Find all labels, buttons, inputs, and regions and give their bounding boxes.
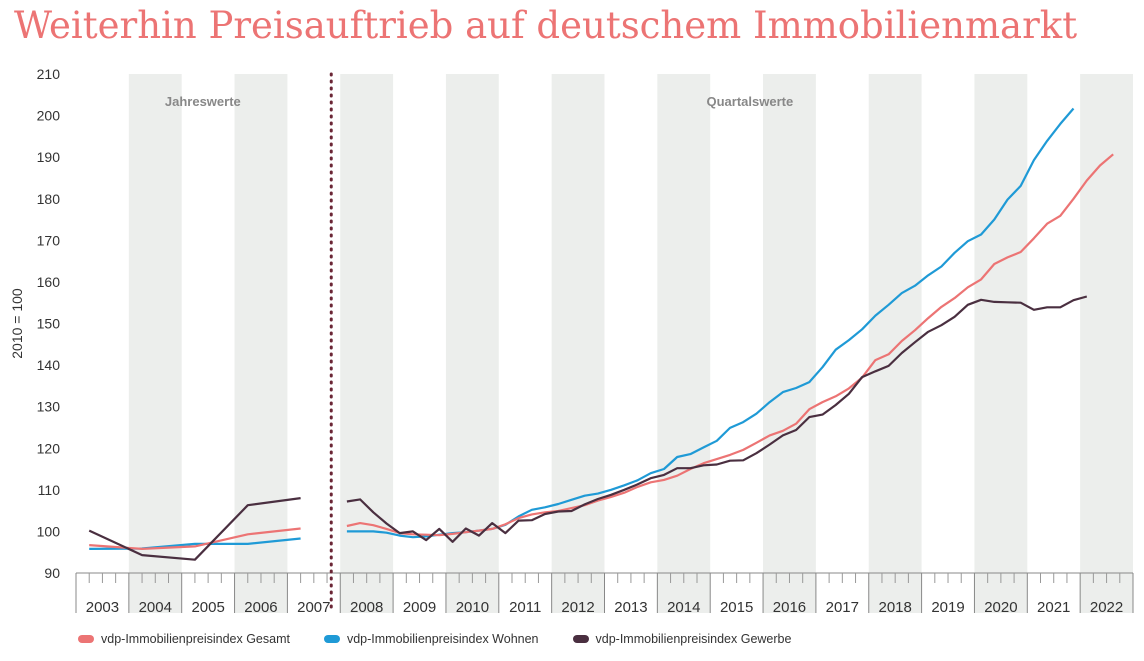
series-line-2-annual — [88, 497, 301, 561]
legend-swatch-gewerbe — [572, 635, 589, 643]
x-tick-label: 2003 — [86, 599, 119, 616]
legend-item-gewerbe: vdp-Immobilienpreisindex Gewerbe — [572, 632, 792, 646]
y-tick-label: 150 — [37, 316, 61, 332]
year-band — [1080, 74, 1133, 613]
legend-label-gewerbe: vdp-Immobilienpreisindex Gewerbe — [595, 632, 792, 646]
legend-item-gesamt: vdp-Immobilienpreisindex Gesamt — [78, 632, 290, 646]
year-band — [445, 74, 499, 613]
x-tick-label: 2009 — [403, 599, 436, 616]
x-tick-label: 2016 — [773, 599, 806, 616]
legend-swatch-wohnen — [323, 635, 340, 643]
legend-item-wohnen: vdp-Immobilienpreisindex Wohnen — [323, 632, 539, 646]
series-line-0-quarterly — [346, 153, 1114, 537]
x-tick-label: 2021 — [1037, 599, 1070, 616]
x-tick-label: 2017 — [826, 599, 859, 616]
chart-title: Weiterhin Preisauftrieb auf deutschem Im… — [14, 4, 1078, 47]
y-tick-label: 140 — [37, 357, 61, 373]
legend: vdp-Immobilienpreisindex Gesamt vdp-Immo… — [78, 632, 791, 646]
year-band — [974, 74, 1028, 613]
x-tick-label: 2015 — [720, 599, 753, 616]
year-band — [234, 74, 288, 613]
y-tick-label: 100 — [37, 523, 61, 539]
y-tick-label: 90 — [44, 565, 60, 581]
year-band — [128, 74, 182, 613]
y-tick-label: 110 — [38, 482, 61, 498]
x-tick-label: 2006 — [244, 599, 277, 616]
x-tick-label: 2005 — [191, 599, 224, 616]
x-tick-label: 2022 — [1090, 599, 1123, 616]
section-label-annual: Jahreswerte — [165, 94, 241, 109]
y-tick-label: 120 — [37, 440, 61, 456]
y-tick-label: 160 — [37, 274, 61, 290]
x-tick-label: 2010 — [456, 599, 489, 616]
x-tick-label: 2013 — [614, 599, 647, 616]
y-tick-label: 180 — [37, 191, 61, 207]
x-tick-label: 2018 — [878, 599, 911, 616]
y-tick-label: 200 — [37, 108, 61, 124]
year-band — [763, 74, 816, 613]
x-tick-label: 2007 — [297, 599, 330, 616]
x-tick-label: 2004 — [139, 599, 172, 616]
x-tick-label: 2012 — [561, 599, 594, 616]
y-tick-label: 190 — [37, 149, 61, 165]
x-tick-label: 2008 — [350, 599, 383, 616]
y-tick-label: 210 — [37, 66, 61, 82]
x-tick-label: 2019 — [931, 599, 964, 616]
series-line-2-quarterly — [346, 295, 1088, 543]
y-tick-label: 130 — [37, 399, 61, 415]
y-axis-label: 2010 = 100 — [9, 288, 25, 359]
section-label-quarterly: Quartalswerte — [706, 94, 793, 109]
x-tick-label: 2014 — [667, 599, 700, 616]
x-tick-label: 2020 — [984, 599, 1017, 616]
legend-swatch-gesamt — [78, 635, 94, 643]
legend-label-wohnen: vdp-Immobilienpreisindex Wohnen — [346, 632, 539, 646]
year-band — [657, 74, 711, 613]
x-tick-label: 2011 — [509, 599, 541, 616]
y-tick-label: 170 — [37, 232, 61, 248]
legend-label-gesamt: vdp-Immobilienpreisindex Gesamt — [101, 632, 290, 646]
year-band — [551, 74, 605, 613]
